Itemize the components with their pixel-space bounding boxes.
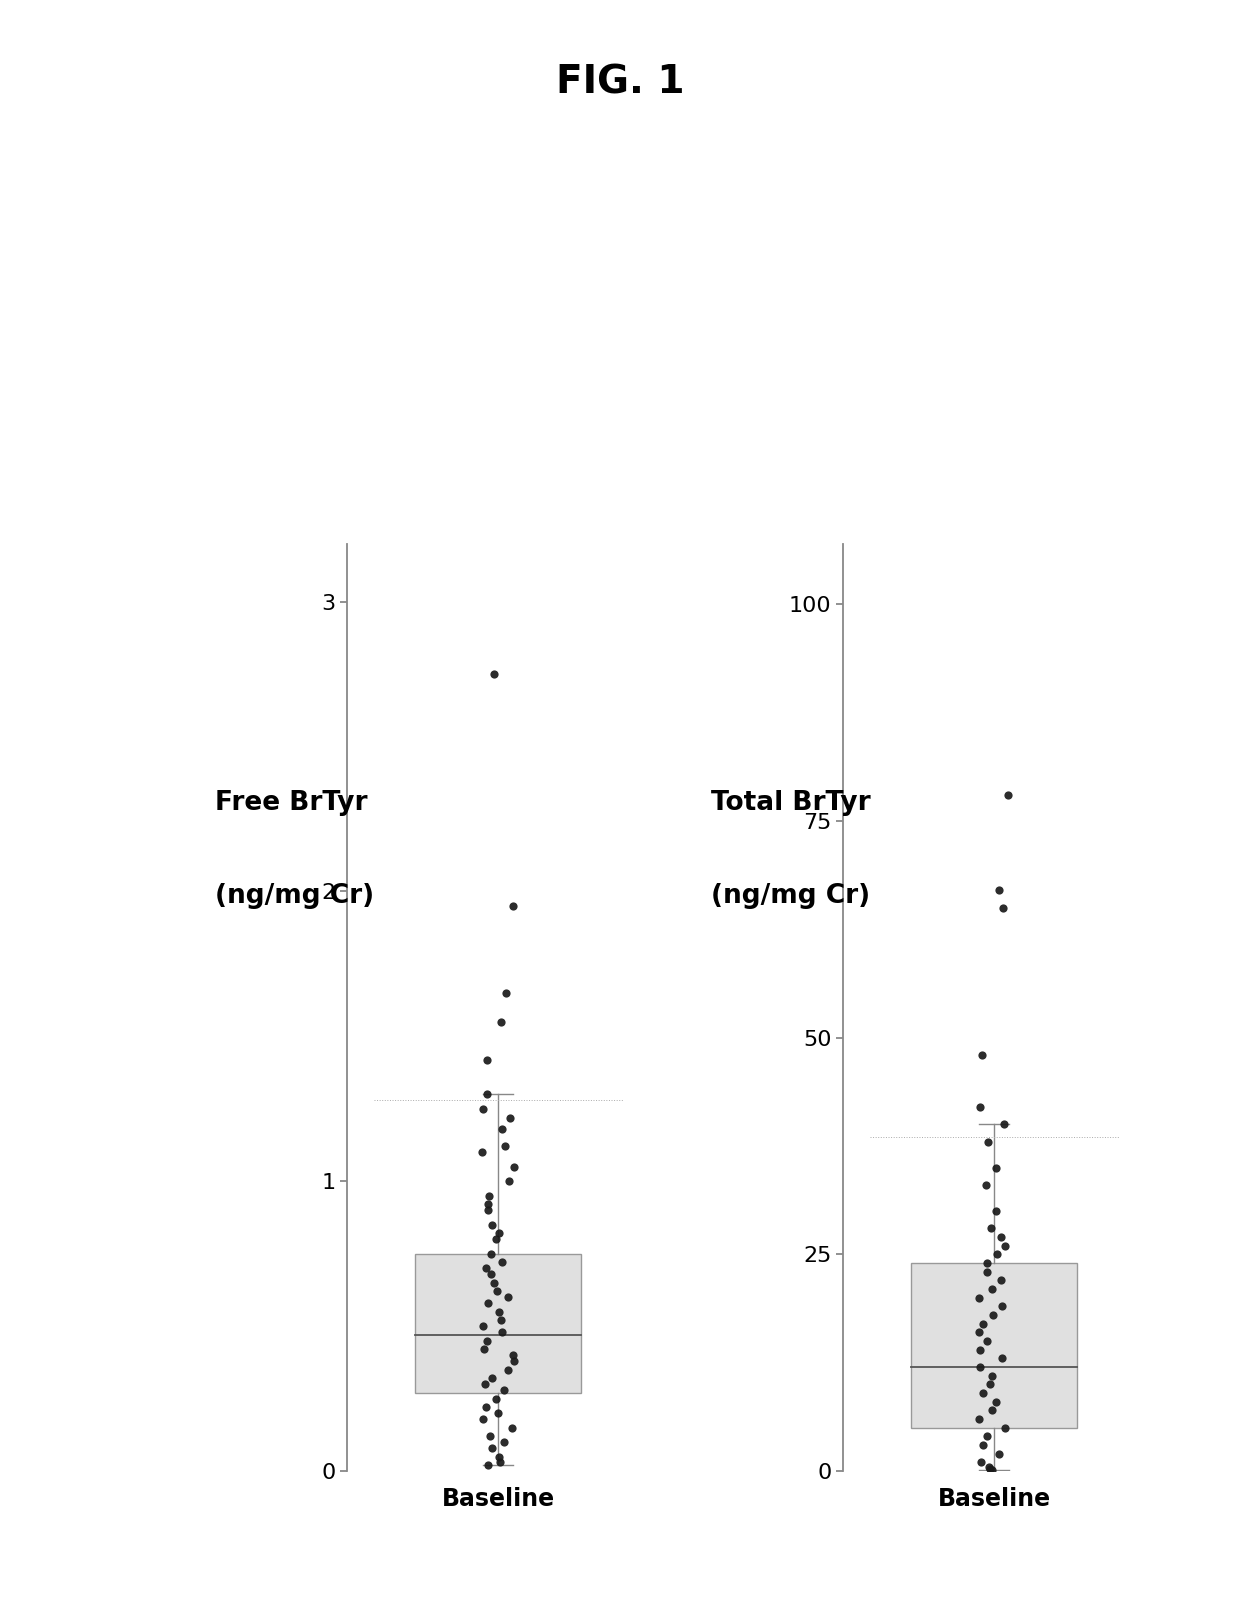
Point xyxy=(970,1286,990,1311)
Point xyxy=(501,1105,521,1130)
Bar xyxy=(911,1263,1078,1428)
Point xyxy=(986,1390,1006,1415)
Point xyxy=(982,1457,1002,1482)
Bar xyxy=(415,1254,582,1393)
Point xyxy=(982,1302,1002,1327)
Point xyxy=(477,1452,497,1477)
Point xyxy=(992,1225,1012,1250)
Text: Total BrTyr: Total BrTyr xyxy=(712,790,870,817)
Point xyxy=(978,1129,998,1154)
Point xyxy=(502,1415,522,1441)
Point xyxy=(977,1329,997,1354)
Point xyxy=(986,1198,1006,1223)
Point xyxy=(968,1406,988,1431)
Point xyxy=(490,1450,510,1476)
Point xyxy=(970,1337,990,1362)
Point xyxy=(487,1279,507,1305)
Point xyxy=(496,980,516,1006)
Point xyxy=(977,1250,997,1276)
Point xyxy=(996,1233,1016,1258)
Point xyxy=(981,1457,1001,1482)
Point xyxy=(489,1298,508,1324)
Point xyxy=(477,1191,497,1217)
Point xyxy=(489,1444,508,1469)
Point xyxy=(495,1134,515,1159)
Point xyxy=(475,1372,495,1398)
Point xyxy=(489,1220,508,1246)
Point xyxy=(482,1366,502,1391)
Point xyxy=(481,1241,501,1266)
Point xyxy=(971,1450,991,1476)
Point xyxy=(990,878,1009,903)
Point xyxy=(971,1094,991,1119)
Point xyxy=(477,1198,497,1223)
Point xyxy=(486,1386,506,1412)
Point xyxy=(491,1308,511,1334)
Point xyxy=(977,1258,997,1284)
Point xyxy=(476,1394,496,1420)
Point xyxy=(973,1433,993,1458)
Point xyxy=(982,1398,1002,1423)
Text: (ng/mg Cr): (ng/mg Cr) xyxy=(216,883,374,910)
Point xyxy=(495,1377,515,1402)
Point xyxy=(982,1362,1002,1388)
Point xyxy=(972,1043,992,1068)
Point xyxy=(982,1276,1002,1302)
Point xyxy=(474,1337,494,1362)
Point xyxy=(970,1319,990,1345)
Point xyxy=(994,1415,1014,1441)
Point xyxy=(472,1140,492,1166)
Text: Free BrTyr: Free BrTyr xyxy=(216,790,368,817)
Point xyxy=(980,1453,999,1479)
Point xyxy=(494,1430,513,1455)
Point xyxy=(482,1436,502,1461)
Point xyxy=(503,894,523,919)
Point xyxy=(476,1255,496,1281)
Point xyxy=(987,1241,1007,1266)
Point xyxy=(498,1358,518,1383)
Point xyxy=(492,1250,512,1276)
Point xyxy=(472,1406,492,1431)
Point xyxy=(981,1215,1001,1241)
Point xyxy=(990,1441,1009,1466)
Point xyxy=(491,1116,511,1142)
Point xyxy=(474,1095,494,1121)
Point xyxy=(497,1284,517,1310)
Point xyxy=(486,1226,506,1252)
Point xyxy=(481,1262,501,1287)
Point xyxy=(477,1327,497,1353)
Point xyxy=(479,1290,498,1316)
Point xyxy=(474,1313,494,1338)
Point xyxy=(992,1294,1012,1319)
Point xyxy=(491,1009,511,1035)
Point xyxy=(986,1154,1006,1180)
Point xyxy=(970,1354,990,1380)
Point xyxy=(977,1423,997,1449)
Point xyxy=(993,1111,1013,1137)
Point xyxy=(484,1270,503,1295)
Point xyxy=(500,1169,520,1194)
Point xyxy=(503,1343,523,1369)
Point xyxy=(992,1346,1012,1372)
Point xyxy=(503,1154,523,1180)
Point xyxy=(477,1081,497,1107)
Point xyxy=(976,1172,996,1198)
Point xyxy=(481,1212,501,1238)
Point xyxy=(973,1311,993,1337)
Point xyxy=(477,1047,497,1073)
Point xyxy=(991,1268,1011,1294)
Point xyxy=(480,1423,500,1449)
Text: FIG. 1: FIG. 1 xyxy=(556,64,684,102)
Point xyxy=(998,782,1018,807)
Point xyxy=(503,1348,523,1374)
Point xyxy=(492,1319,512,1345)
Point xyxy=(980,1372,999,1398)
Point xyxy=(972,1380,992,1406)
Text: (ng/mg Cr): (ng/mg Cr) xyxy=(712,883,870,910)
Point xyxy=(489,1401,508,1426)
Point xyxy=(479,1183,498,1209)
Point xyxy=(993,895,1013,921)
Point xyxy=(484,662,503,688)
